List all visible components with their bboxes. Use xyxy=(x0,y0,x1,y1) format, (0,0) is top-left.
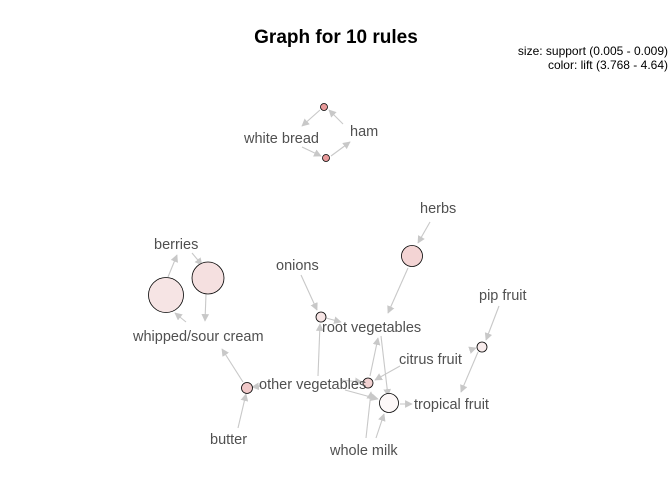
edge-herbs-to-rule xyxy=(417,221,431,244)
edge-citrus-to-rule xyxy=(374,365,401,381)
item-label-tropical-fruit[interactable]: tropical fruit xyxy=(414,397,489,413)
edge-whole-milk-to-root xyxy=(365,391,375,439)
rule-node[interactable] xyxy=(401,245,423,267)
edge-rule-to-root-vegetables-onions xyxy=(325,316,342,324)
edge-other-veg-to-onions-rule xyxy=(315,323,324,377)
edge-rule-to-root-vegetables-citrus xyxy=(369,337,381,377)
edge-ham-to-rule1 xyxy=(328,109,344,125)
edge-root-connector xyxy=(380,335,392,397)
rule-node[interactable] xyxy=(476,341,488,353)
edge-rule-a-to-whipped xyxy=(201,293,210,322)
rule-node[interactable] xyxy=(322,154,330,162)
edge-other-veg-to-butter-rule xyxy=(251,382,263,391)
item-label-whole-milk[interactable]: whole milk xyxy=(329,443,398,459)
edge-other-veg-to-citrus-rule xyxy=(339,377,363,386)
graph-title: Graph for 10 rules xyxy=(254,27,418,48)
legend-size: size: support (0.005 - 0.009) xyxy=(517,44,668,58)
rule-node[interactable] xyxy=(320,103,328,111)
item-label-root-vegetables[interactable]: root vegetables xyxy=(322,320,421,336)
edge-citrus-to-pip-rule xyxy=(468,346,477,354)
item-label-citrus-fruit[interactable]: citrus fruit xyxy=(399,352,462,368)
edge-rule2-to-ham xyxy=(330,141,351,157)
rule-node[interactable] xyxy=(362,377,374,389)
item-label-butter[interactable]: butter xyxy=(210,432,247,448)
item-label-pip-fruit[interactable]: pip fruit xyxy=(479,288,527,304)
edge-whole-milk-to-rule xyxy=(375,413,386,439)
edge-butter-rule-to-whipped xyxy=(221,348,244,383)
edges xyxy=(167,109,500,439)
rule-node[interactable] xyxy=(379,393,399,413)
edge-pip-rule-to-tropical xyxy=(460,351,479,393)
item-labels: white bread ham herbs berries onions pip… xyxy=(132,124,527,459)
edge-pip-fruit-to-rule xyxy=(484,305,500,341)
item-label-ham[interactable]: ham xyxy=(350,124,378,140)
item-label-whipped-sour-cream[interactable]: whipped/sour cream xyxy=(132,329,264,345)
legend-color: color: lift (3.768 - 4.64) xyxy=(547,58,668,72)
edge-rule-b-to-berries xyxy=(167,254,178,278)
rule-node[interactable] xyxy=(241,382,253,394)
edge-rule-to-root-vegetables-herbs xyxy=(387,267,409,314)
rule-node[interactable] xyxy=(191,261,225,295)
item-label-onions[interactable]: onions xyxy=(276,258,319,274)
item-label-herbs[interactable]: herbs xyxy=(420,201,456,217)
edge-whipped-to-rule-b xyxy=(174,312,187,323)
edge-berries-to-rule-a xyxy=(191,252,203,266)
rule-node[interactable] xyxy=(315,311,327,323)
item-label-white-bread[interactable]: white bread xyxy=(243,131,319,147)
item-label-berries[interactable]: berries xyxy=(154,237,198,253)
edge-white-bread-to-rule2 xyxy=(301,146,322,157)
edge-rule1-to-white-bread xyxy=(301,109,321,127)
edge-butter-to-rule xyxy=(237,393,249,429)
rule-node[interactable] xyxy=(148,277,184,313)
edge-onions-to-rule xyxy=(300,274,318,311)
item-label-other-vegetables[interactable]: other vegetables xyxy=(259,377,366,393)
rule-nodes xyxy=(148,103,488,413)
